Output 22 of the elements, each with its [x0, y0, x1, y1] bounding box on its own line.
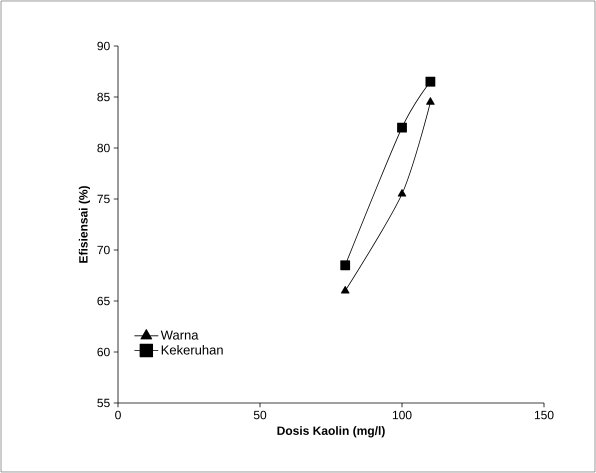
y-tick-label: 65 [97, 296, 110, 306]
point [426, 76, 436, 87]
y-tick-label: 80 [97, 144, 110, 152]
x-axis-title: Dosis Kaolin (mg/l) [277, 426, 385, 438]
point [340, 286, 350, 294]
point [398, 188, 406, 197]
legend-label: Kekeruhan [162, 345, 223, 355]
y-tick-label: 70 [97, 246, 110, 254]
y-tick-label: 60 [97, 348, 110, 356]
legend-label: Warna [160, 330, 198, 340]
x-tick-label: 50 [254, 410, 266, 420]
y-tick-label: 90 [97, 42, 110, 50]
x-tick-label: 100 [392, 410, 412, 420]
y-tick-label: 75 [97, 194, 110, 204]
y-tick-label: 55 [97, 398, 110, 408]
point [397, 122, 407, 132]
x-tick-label: 150 [534, 410, 554, 420]
point [426, 97, 435, 105]
y-tick-label: 85 [97, 92, 110, 102]
x-tick-label: 0 [115, 410, 121, 420]
y-axis-title: Efisiensai (%) [78, 186, 90, 263]
point [340, 260, 350, 270]
